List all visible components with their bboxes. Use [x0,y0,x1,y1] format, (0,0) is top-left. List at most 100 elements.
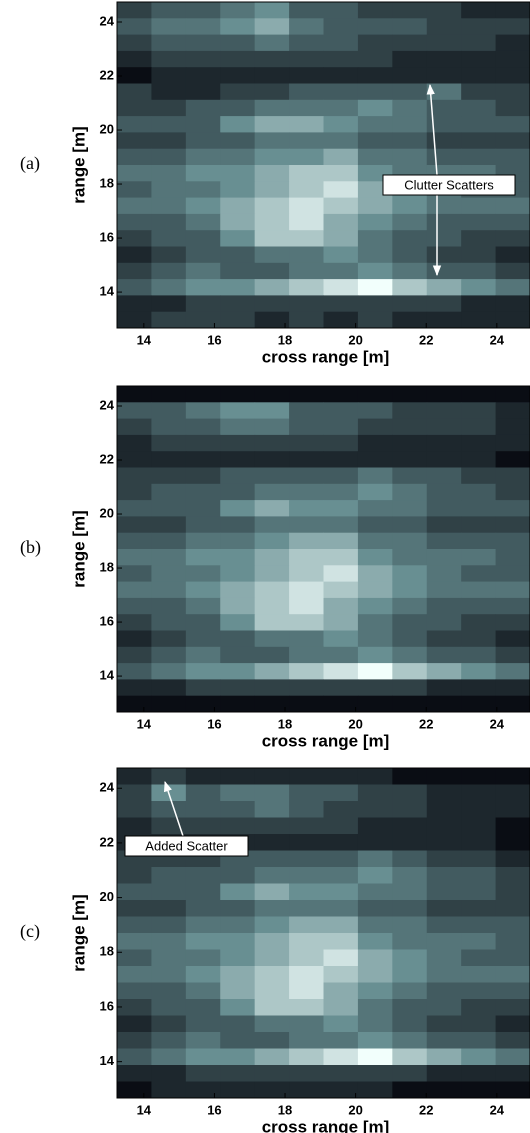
x-tick-label: 20 [348,1102,362,1117]
heat-cell [220,581,256,599]
heat-cell [495,784,530,802]
heat-cell [461,982,497,1000]
heat-cell [495,230,530,247]
heat-cell [392,451,428,468]
heat-cell [323,834,359,851]
heat-cell [254,933,290,950]
heat-cell [426,516,462,534]
heat-cell [220,500,256,517]
heat-cell [117,295,152,313]
heat-cell [220,982,256,1000]
heat-cell [323,246,359,264]
heat-cell [461,230,497,247]
heat-cell [117,695,152,713]
heat-cell [151,679,187,697]
heat-cell [461,565,497,583]
heat-cell [495,99,530,117]
heat-cell [185,467,221,485]
heat-cell [426,1032,462,1049]
y-tick-label: 22 [100,67,114,82]
heat-cell [254,565,290,583]
heat-cell [254,949,290,967]
heat-cell [357,817,393,835]
y-tick-label: 16 [100,998,114,1013]
heat-cell [220,768,256,785]
heat-cell [289,467,324,485]
x-tick-label: 24 [490,716,505,731]
heat-cell [357,116,393,133]
heat-cell [426,784,462,802]
heat-cell [185,197,221,215]
heat-cell [357,982,393,1000]
heat-cell [117,784,152,802]
heat-cell [426,18,462,36]
heat-cell [289,500,324,517]
heat-cell [495,402,530,420]
heat-cell [289,386,324,403]
heat-cell [117,418,152,436]
heat-cell [495,549,530,566]
heat-cell [289,213,324,231]
x-axis-label: cross range [m] [262,731,390,750]
heat-cell [495,817,530,835]
heat-cell [323,1015,359,1033]
heat-cell [254,801,290,818]
heat-cell [495,850,530,868]
heat-cell [426,597,462,615]
heat-cell [357,483,393,501]
x-tick-label: 22 [419,716,433,731]
heat-cell [461,867,497,884]
heat-cell [357,565,393,583]
heat-cell [426,483,462,501]
heat-cell [151,597,187,615]
heat-cell [254,663,290,680]
heat-cell [117,483,152,501]
heat-cell [323,565,359,583]
heat-cell [289,67,324,84]
x-tick-label: 18 [278,332,292,347]
heat-cell [254,311,290,329]
heat-cell [323,500,359,517]
heat-cell [392,34,428,52]
heat-cell [426,663,462,680]
heat-cell [151,311,187,329]
heat-cell [117,516,152,534]
heat-cell [323,451,359,468]
heat-cell [220,1065,256,1082]
heat-cell [357,246,393,264]
heat-cell [495,834,530,851]
heat-cell [323,663,359,680]
heat-cell [426,34,462,52]
heat-cell [151,1081,187,1099]
heat-cell [289,279,324,296]
heat-cell [185,418,221,436]
heat-cell [289,614,324,631]
heat-cell [151,966,187,983]
heat-cell [323,817,359,835]
heat-cell [254,132,290,150]
heat-cell [323,418,359,436]
heat-cell [392,695,428,713]
heat-cell [495,279,530,296]
heat-cell [254,916,290,934]
heat-cell [392,402,428,420]
heat-cell [185,148,221,166]
heat-cell [151,467,187,485]
heat-cell [289,1032,324,1049]
heat-cell [426,434,462,452]
heat-cell [185,695,221,713]
heat-cell [426,999,462,1016]
heat-cell [323,549,359,566]
heat-cell [185,386,221,403]
heat-cell [323,50,359,68]
heat-cell [357,500,393,517]
heat-cell [426,916,462,934]
heat-cell [392,262,428,280]
heat-cell [289,230,324,247]
heat-cell [254,34,290,52]
heat-cell [426,279,462,296]
heat-cell [117,132,152,150]
heat-cell [220,132,256,150]
heat-cell [185,83,221,101]
heat-cell [185,982,221,1000]
